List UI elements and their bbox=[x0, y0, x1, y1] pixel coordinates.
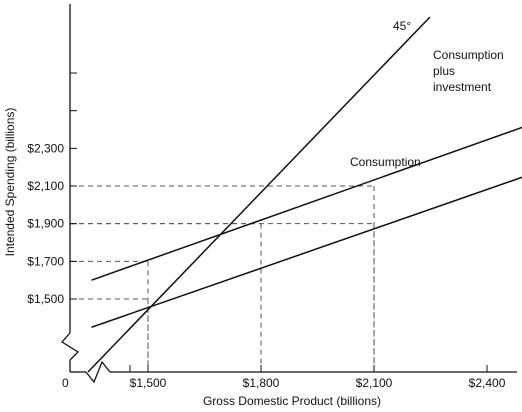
series-label-cpi-line2: plus bbox=[433, 64, 455, 78]
x-axis-break bbox=[85, 360, 111, 384]
series-line-45-degree bbox=[87, 16, 431, 373]
series-line-consumption-plus-investment bbox=[91, 126, 522, 281]
y-tick-label: $1,900 bbox=[27, 217, 64, 231]
x-tick-label: $2,400 bbox=[469, 376, 506, 390]
origin-label: 0 bbox=[62, 376, 69, 390]
y-tick-label: $1,700 bbox=[27, 254, 64, 268]
series-label-45: 45° bbox=[393, 19, 411, 33]
series-line-consumption bbox=[91, 176, 522, 328]
y-axis-title: Intended Spending (billions) bbox=[3, 108, 17, 257]
tick-labels: $1,500 $1,700 $1,900 $2,100 $2,300 $1,500 $1,8… bbox=[27, 72, 506, 390]
y-tick-label: $2,300 bbox=[27, 141, 64, 155]
y-axis-break bbox=[61, 332, 80, 361]
y-tick-label: $2,100 bbox=[27, 179, 64, 193]
series-label-consumption-plus-investment: Consumption plus investment bbox=[433, 48, 507, 94]
x-tick-label: $2,100 bbox=[356, 376, 393, 390]
y-tick-label: $1,500 bbox=[27, 292, 64, 306]
series-label-cpi-line3: investment bbox=[433, 80, 492, 94]
x-tick-label: $1,800 bbox=[243, 376, 280, 390]
series-label-cpi-line1: Consumption bbox=[433, 48, 504, 62]
guide-lines bbox=[70, 185, 375, 372]
axes bbox=[61, 4, 517, 384]
x-axis-title: Gross Domestic Product (billions) bbox=[203, 394, 381, 408]
series-lines bbox=[87, 16, 522, 373]
series-label-consumption: Consumption bbox=[350, 155, 421, 169]
x-tick-label: $1,500 bbox=[130, 376, 167, 390]
